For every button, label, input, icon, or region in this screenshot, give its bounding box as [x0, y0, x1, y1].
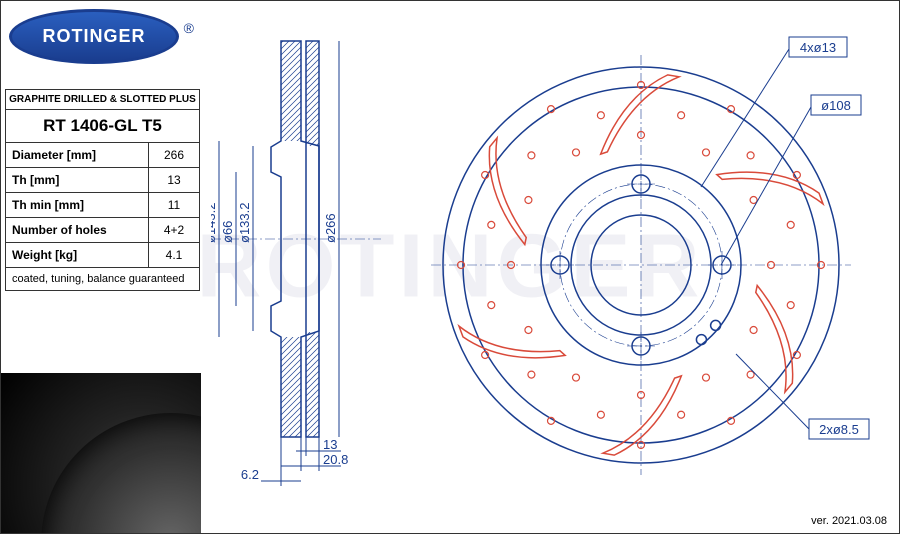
registered-mark: ® [184, 20, 194, 36]
spec-title: GRAPHITE DRILLED & SLOTTED PLUS [6, 90, 199, 110]
dim-d1: ø143.2 [211, 203, 218, 243]
spec-note: coated, tuning, balance guaranteed [6, 268, 199, 290]
dim-d3: ø133.2 [237, 203, 252, 243]
version-label: ver. 2021.03.08 [811, 515, 887, 527]
dim-t2: 13 [323, 437, 337, 452]
spec-value: 4+2 [149, 218, 199, 242]
spec-row: Weight [kg]4.1 [6, 243, 199, 268]
spec-label: Th min [mm] [6, 193, 149, 217]
spec-table: GRAPHITE DRILLED & SLOTTED PLUS RT 1406-… [5, 89, 200, 291]
spec-label: Weight [kg] [6, 243, 149, 267]
spec-row: Diameter [mm]266 [6, 143, 199, 168]
front-view-drawing: 4xø13 ø108 2xø8.5 [391, 9, 891, 509]
logo-text: ROTINGER [42, 26, 145, 47]
product-photo [1, 373, 201, 533]
spec-value: 13 [149, 168, 199, 192]
callout-pcd: ø108 [821, 98, 851, 113]
side-view-drawing: ø143.2 ø66 ø133.2 ø266 6.2 13 20.8 [211, 11, 381, 491]
part-number: RT 1406-GL T5 [6, 110, 199, 143]
dim-t3: 20.8 [323, 452, 348, 467]
spec-row: Th [mm]13 [6, 168, 199, 193]
spec-row: Th min [mm]11 [6, 193, 199, 218]
brand-logo: ROTINGER ® [9, 9, 194, 79]
dim-t1: 6.2 [241, 467, 259, 482]
spec-value: 4.1 [149, 243, 199, 267]
spec-value: 11 [149, 193, 199, 217]
spec-label: Th [mm] [6, 168, 149, 192]
spec-label: Number of holes [6, 218, 149, 242]
spec-label: Diameter [mm] [6, 143, 149, 167]
callout-balance: 2xø8.5 [819, 422, 859, 437]
dim-d4: ø266 [323, 213, 338, 243]
callout-bolt-holes: 4xø13 [800, 40, 836, 55]
spec-row: Number of holes4+2 [6, 218, 199, 243]
spec-value: 266 [149, 143, 199, 167]
dim-d2: ø66 [220, 221, 235, 243]
